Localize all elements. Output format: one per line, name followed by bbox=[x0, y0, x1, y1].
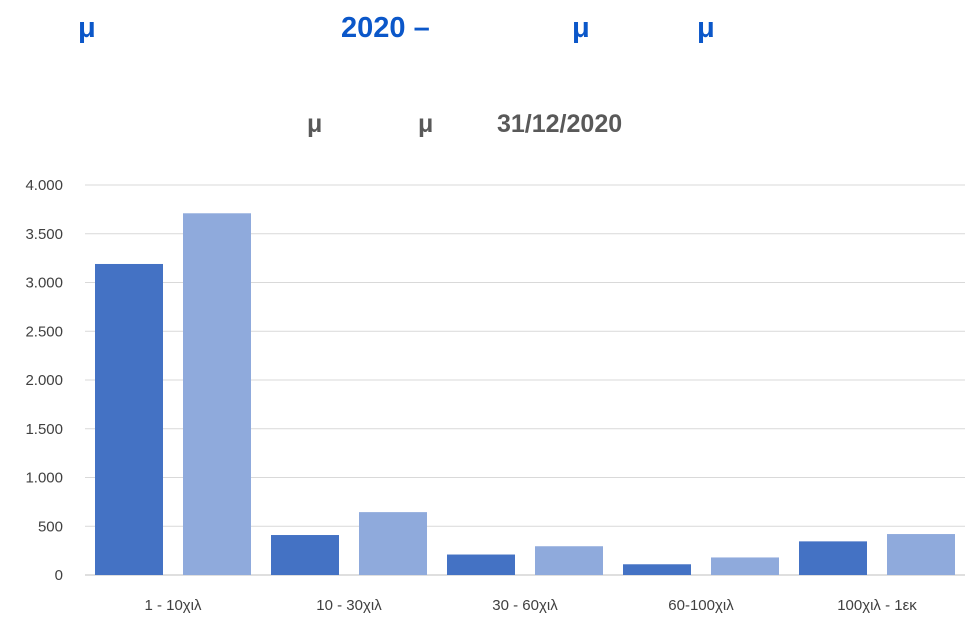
y-tick-label: 2.000 bbox=[25, 372, 63, 389]
bar bbox=[183, 213, 251, 575]
chart-title-fragment-2: μ bbox=[418, 110, 434, 138]
y-tick-label: 3.500 bbox=[25, 226, 63, 243]
page-title: μ 2020 – μ μ bbox=[0, 10, 965, 50]
y-tick-label: 500 bbox=[38, 518, 63, 535]
x-tick-label: 10 - 30χιλ bbox=[316, 597, 382, 614]
bar bbox=[623, 564, 691, 575]
y-tick-label: 1.000 bbox=[25, 470, 63, 487]
y-tick-label: 0 bbox=[55, 567, 63, 584]
bar bbox=[799, 541, 867, 575]
y-tick-label: 2.500 bbox=[25, 323, 63, 340]
page-title-fragment-4: μ bbox=[697, 12, 715, 44]
bar bbox=[535, 546, 603, 575]
bar bbox=[887, 534, 955, 575]
bar bbox=[359, 512, 427, 575]
bar bbox=[271, 535, 339, 575]
y-tick-label: 1.500 bbox=[25, 421, 63, 438]
x-tick-label: 30 - 60χιλ bbox=[492, 597, 558, 614]
chart-title: μ μ 31/12/2020 bbox=[0, 108, 965, 144]
x-tick-label: 60-100χιλ bbox=[668, 597, 734, 614]
bar bbox=[95, 263, 163, 575]
bar bbox=[447, 554, 515, 575]
page-title-fragment-1: μ bbox=[78, 12, 96, 44]
chart-title-fragment-3: 31/12/2020 bbox=[497, 110, 623, 138]
y-tick-label: 3.000 bbox=[25, 275, 63, 292]
bar bbox=[711, 557, 779, 575]
page-title-fragment-3: μ bbox=[572, 12, 590, 44]
chart-title-fragment-1: μ bbox=[307, 110, 323, 138]
page-title-fragment-2: 2020 – bbox=[341, 12, 430, 44]
y-tick-label: 4.000 bbox=[25, 177, 63, 194]
x-tick-label: 100χιλ - 1εκ bbox=[837, 597, 917, 614]
x-tick-label: 1 - 10χιλ bbox=[144, 597, 202, 614]
